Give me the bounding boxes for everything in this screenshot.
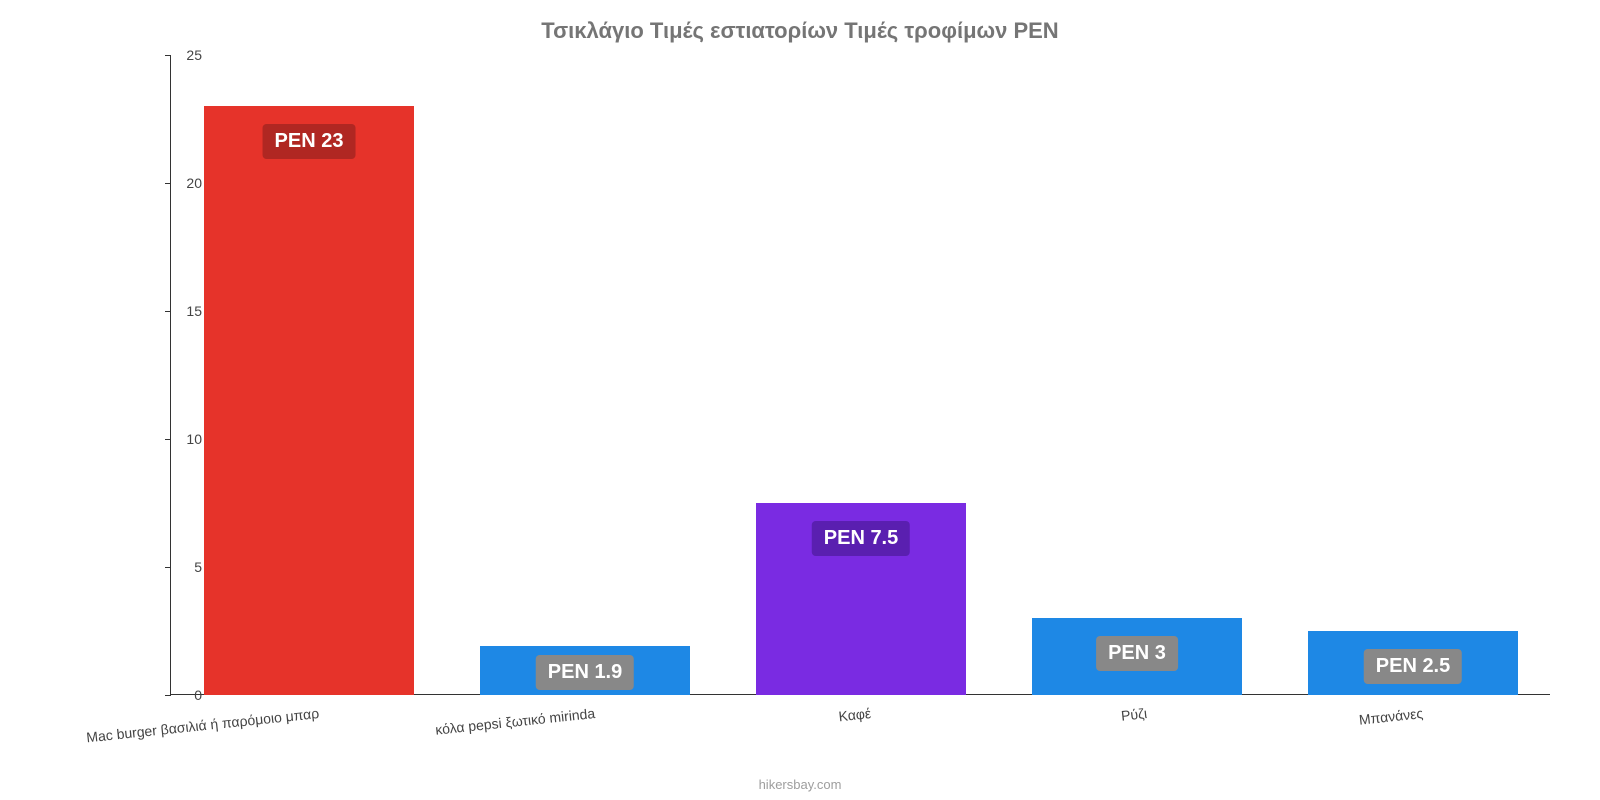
- plot-region: PEN 23Mac burger βασιλιά ή παρόμοιο μπαρ…: [170, 55, 1550, 695]
- y-tick-label: 10: [162, 431, 202, 447]
- chart-area: PEN 23Mac burger βασιλιά ή παρόμοιο μπαρ…: [130, 55, 1550, 715]
- y-tick-label: 25: [162, 47, 202, 63]
- y-tick-label: 15: [162, 303, 202, 319]
- x-tick-label: Ρύζι: [1120, 705, 1148, 724]
- chart-title: Τσικλάγιο Τιμές εστιατορίων Τιμές τροφίμ…: [0, 0, 1600, 44]
- value-badge: PEN 23: [263, 124, 356, 159]
- x-tick-label: Μπανάνες: [1358, 705, 1424, 728]
- y-tick-label: 0: [162, 687, 202, 703]
- y-tick-label: 20: [162, 175, 202, 191]
- x-tick-label: Καφέ: [838, 705, 872, 724]
- x-tick-label: κόλα pepsi ξωτικό mirinda: [435, 705, 596, 738]
- value-badge: PEN 3: [1096, 636, 1178, 671]
- bar: [204, 106, 414, 695]
- y-tick-label: 5: [162, 559, 202, 575]
- value-badge: PEN 1.9: [536, 655, 634, 690]
- value-badge: PEN 7.5: [812, 521, 910, 556]
- attribution-text: hikersbay.com: [0, 777, 1600, 792]
- value-badge: PEN 2.5: [1364, 649, 1462, 684]
- x-tick-label: Mac burger βασιλιά ή παρόμοιο μπαρ: [86, 705, 320, 745]
